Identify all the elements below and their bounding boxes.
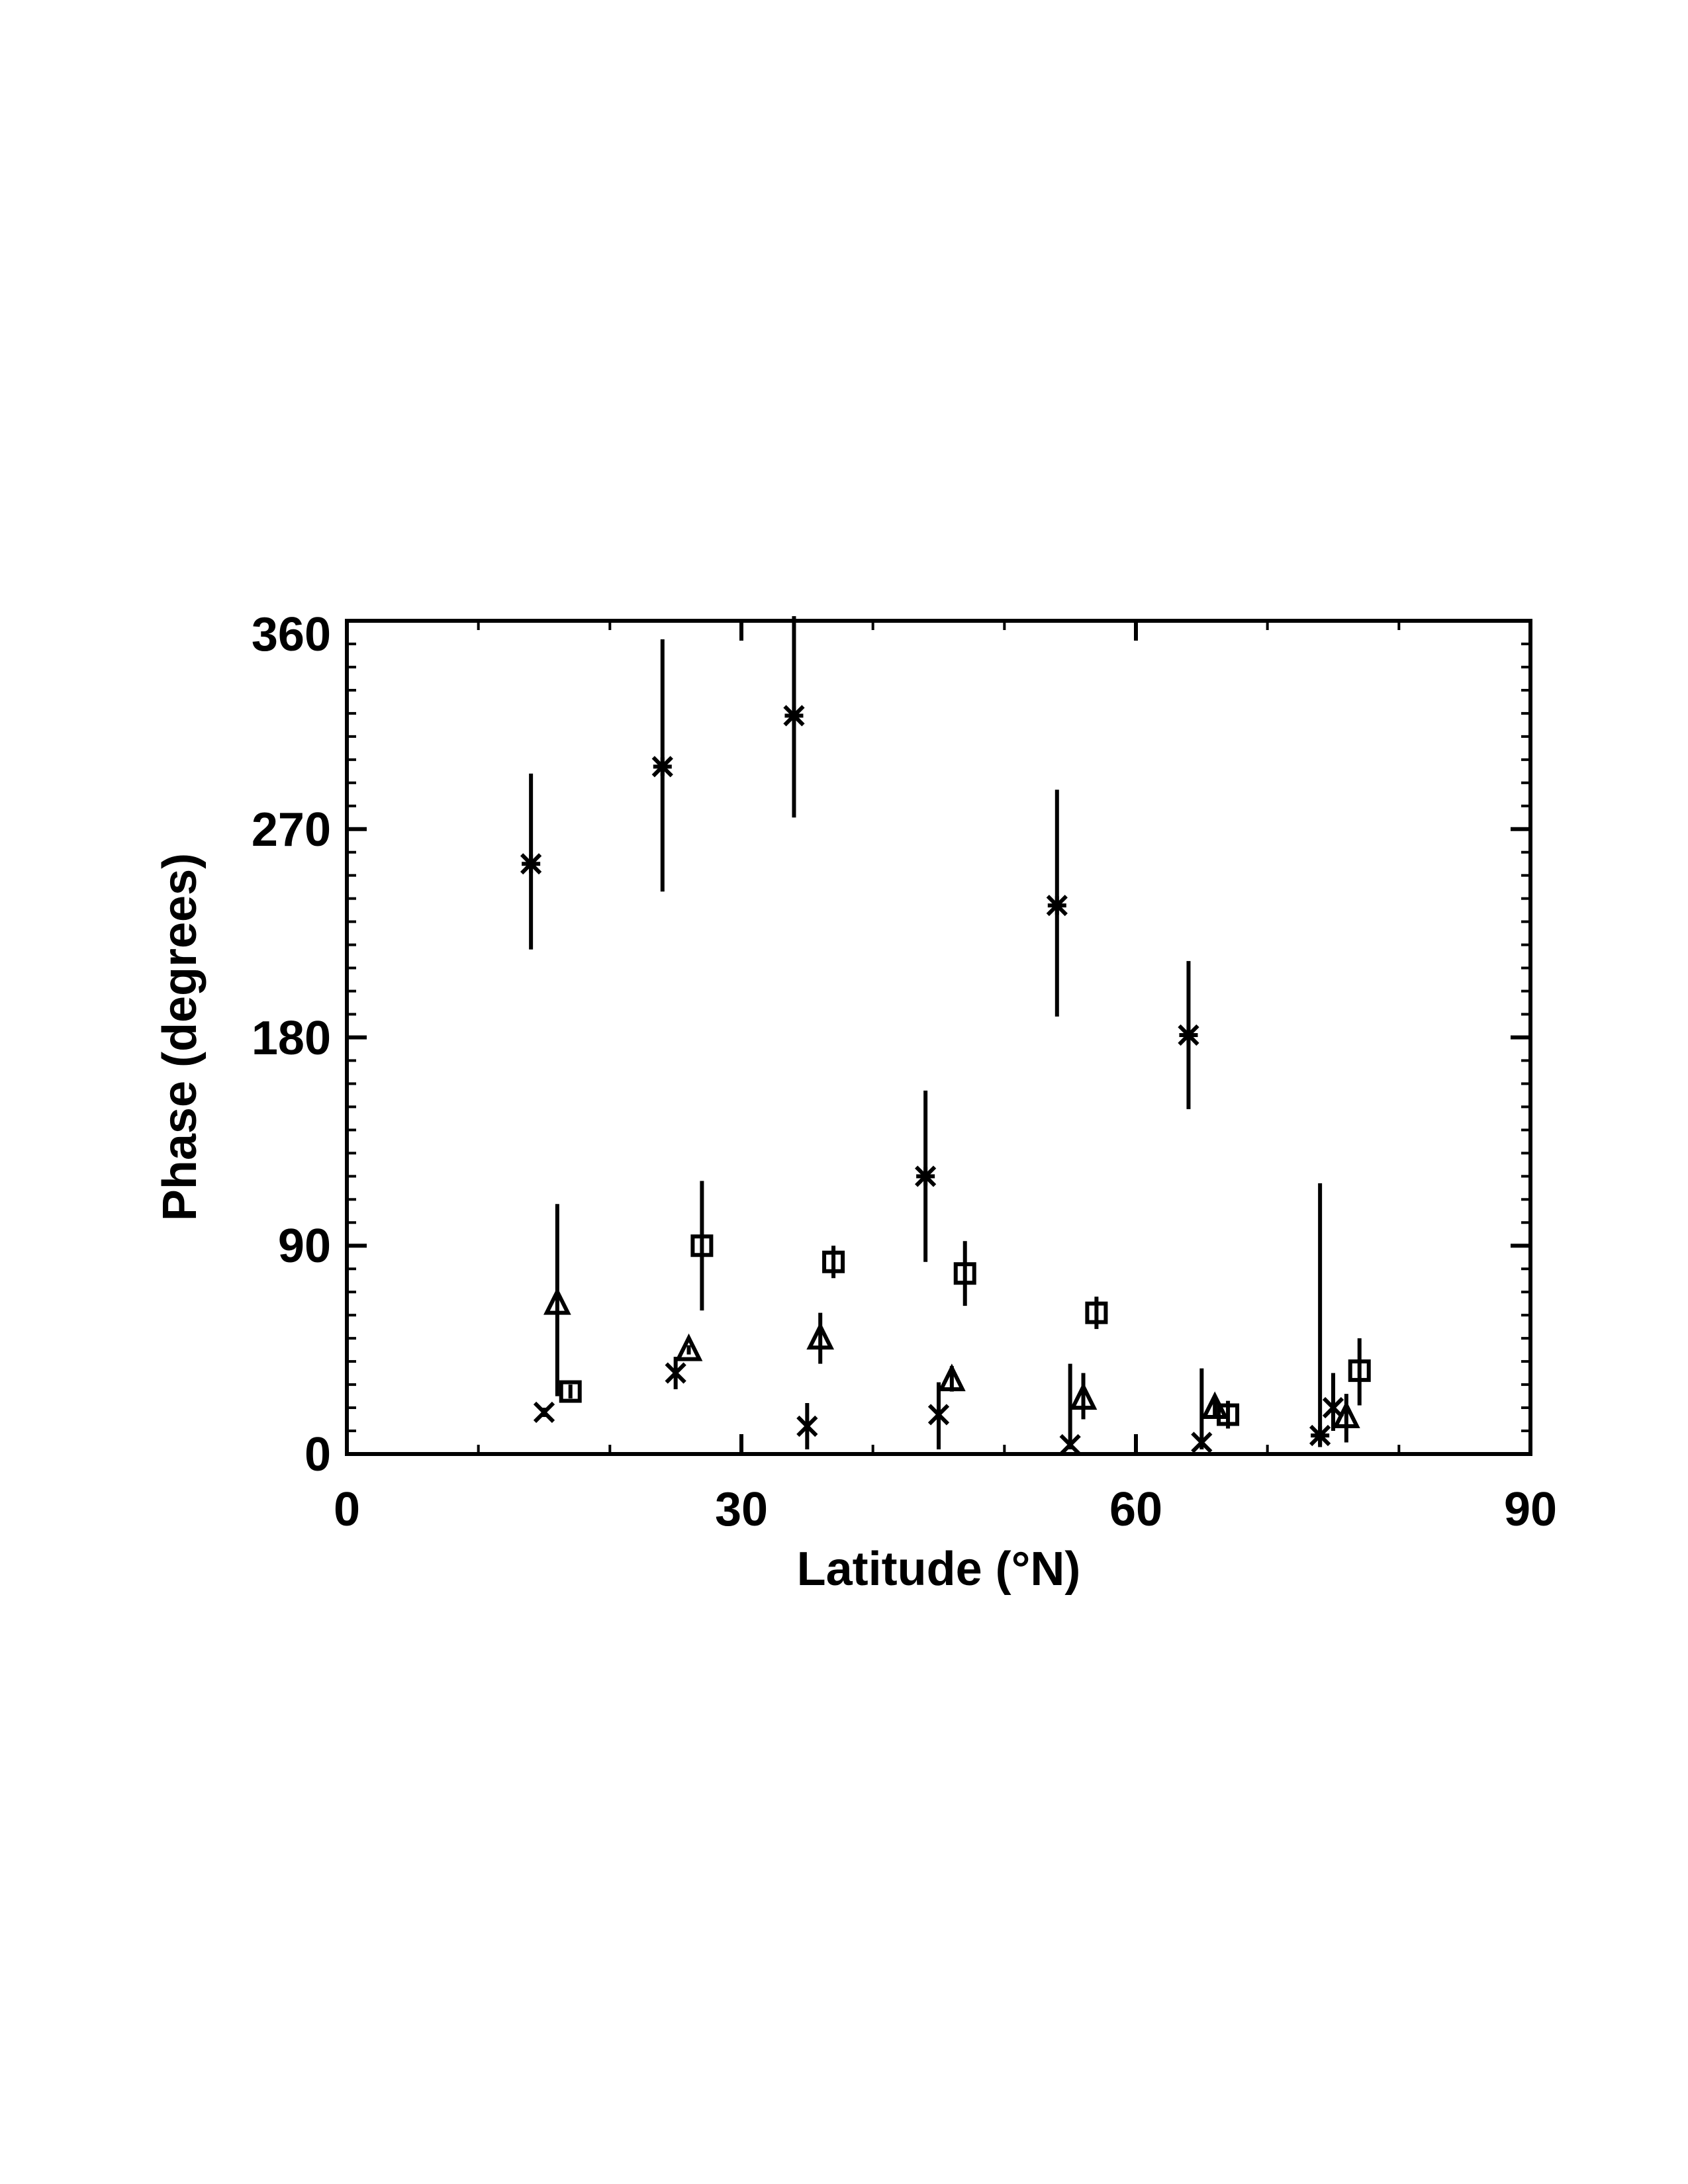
asterisk-marker — [1046, 895, 1068, 917]
y-tick-label: 270 — [252, 803, 331, 856]
asterisk-marker — [1178, 1024, 1199, 1046]
x-marker — [927, 1404, 950, 1426]
triangle-marker — [938, 1363, 966, 1392]
triangle-marker — [1069, 1382, 1098, 1410]
data-markers — [520, 705, 1371, 1456]
asterisk-marker — [783, 705, 805, 727]
asterisk-marker — [520, 853, 542, 875]
x-tick-labels: 0 30 60 90 — [334, 1483, 1557, 1536]
x-tick-label: 30 — [715, 1483, 768, 1536]
x-tick-label: 60 — [1109, 1483, 1162, 1536]
square-marker — [1085, 1301, 1108, 1324]
x-marker — [1059, 1433, 1081, 1456]
x-tick-label: 90 — [1504, 1483, 1557, 1536]
square-marker — [1217, 1403, 1240, 1426]
y-tick-label: 0 — [305, 1428, 331, 1481]
triangle-marker — [543, 1287, 571, 1315]
x-marker — [533, 1401, 555, 1424]
y-tick-label: 180 — [252, 1012, 331, 1065]
x-marker — [665, 1362, 686, 1384]
y-tick-label: 360 — [252, 608, 331, 661]
y-tick-label: 90 — [278, 1220, 331, 1273]
y-axis-title: Phase (degrees) — [154, 853, 207, 1221]
x-marker — [1191, 1432, 1213, 1453]
x-axis-title: Latitude (°N) — [797, 1543, 1081, 1596]
square-marker — [559, 1380, 582, 1403]
error-bars — [529, 616, 1362, 1450]
triangle-marker — [675, 1333, 703, 1361]
plot-frame — [345, 619, 1532, 1456]
asterisk-marker — [651, 756, 673, 778]
y-tick-labels: 0 90 180 270 360 — [252, 608, 331, 1481]
square-marker — [1348, 1359, 1371, 1383]
asterisk-marker — [1309, 1424, 1331, 1447]
minor-ticks — [347, 621, 1530, 1454]
x-tick-label: 0 — [334, 1483, 360, 1536]
square-marker — [822, 1250, 845, 1273]
x-marker — [1322, 1396, 1344, 1419]
asterisk-marker — [915, 1165, 937, 1187]
triangle-marker — [806, 1322, 835, 1350]
x-marker — [796, 1415, 818, 1437]
square-marker — [953, 1262, 976, 1285]
square-marker — [690, 1234, 714, 1257]
major-ticks — [347, 621, 1530, 1454]
